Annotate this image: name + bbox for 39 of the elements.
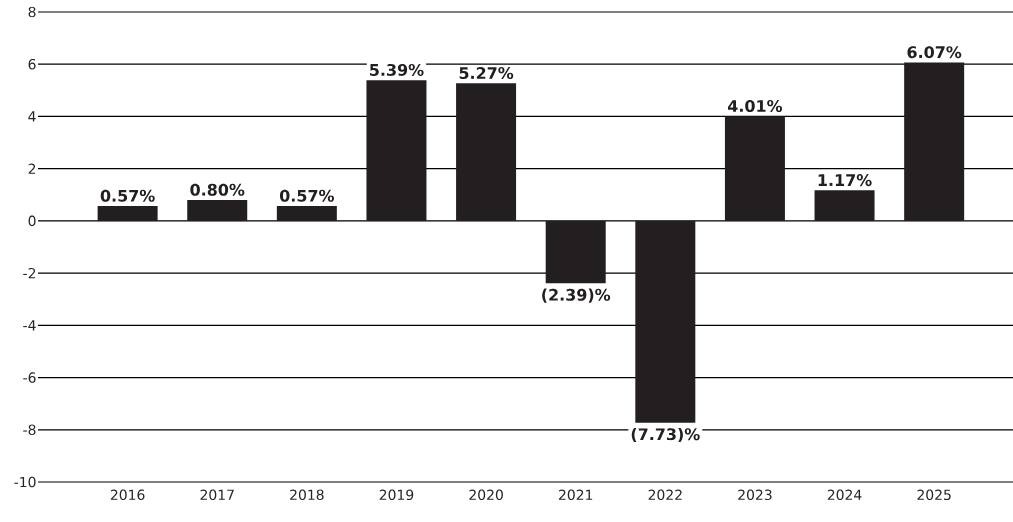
bar xyxy=(724,116,785,221)
y-tick-label: 0 xyxy=(28,215,36,227)
y-tick-label: -8 xyxy=(23,424,36,436)
data-label: 6.07% xyxy=(907,46,962,59)
y-tick-label: 2 xyxy=(28,163,36,174)
y-tick-label: -2 xyxy=(23,267,36,279)
x-tick-label: 2024 xyxy=(827,489,862,501)
data-label: 0.57% xyxy=(100,189,155,202)
y-tick-label: -6 xyxy=(23,372,36,383)
data-label: 5.39% xyxy=(370,63,424,76)
bar xyxy=(904,62,965,221)
y-tick-label: -10 xyxy=(14,476,36,488)
data-label: 4.01% xyxy=(727,99,783,112)
y-tick-label: 6 xyxy=(28,58,36,70)
data-label: (7.73)% xyxy=(631,427,700,443)
bar xyxy=(545,220,606,284)
data-label: (2.39)% xyxy=(542,288,611,303)
x-tick-label: 2020 xyxy=(469,489,503,501)
data-label: 1.17% xyxy=(818,174,872,187)
data-label: 5.27% xyxy=(459,67,514,80)
x-tick-label: 2023 xyxy=(738,489,772,501)
x-tick-label: 2019 xyxy=(379,489,414,501)
bar xyxy=(276,206,337,221)
bar xyxy=(97,206,158,221)
x-tick-label: 2018 xyxy=(290,489,324,501)
x-tick-label: 2025 xyxy=(917,489,951,501)
data-label: 0.80% xyxy=(190,183,245,196)
y-tick-label: -4 xyxy=(23,320,36,331)
x-tick-label: 2021 xyxy=(558,489,593,501)
x-tick-label: 2017 xyxy=(200,489,234,501)
x-tick-label: 2016 xyxy=(110,489,145,501)
y-tick-label: 4 xyxy=(28,111,36,122)
bar xyxy=(635,220,696,423)
x-tick-label: 2022 xyxy=(648,489,682,501)
bar xyxy=(456,83,517,221)
y-tick-label: 8 xyxy=(28,6,36,18)
bar xyxy=(366,80,427,221)
data-label: 0.57% xyxy=(279,189,335,202)
bar xyxy=(187,200,248,221)
